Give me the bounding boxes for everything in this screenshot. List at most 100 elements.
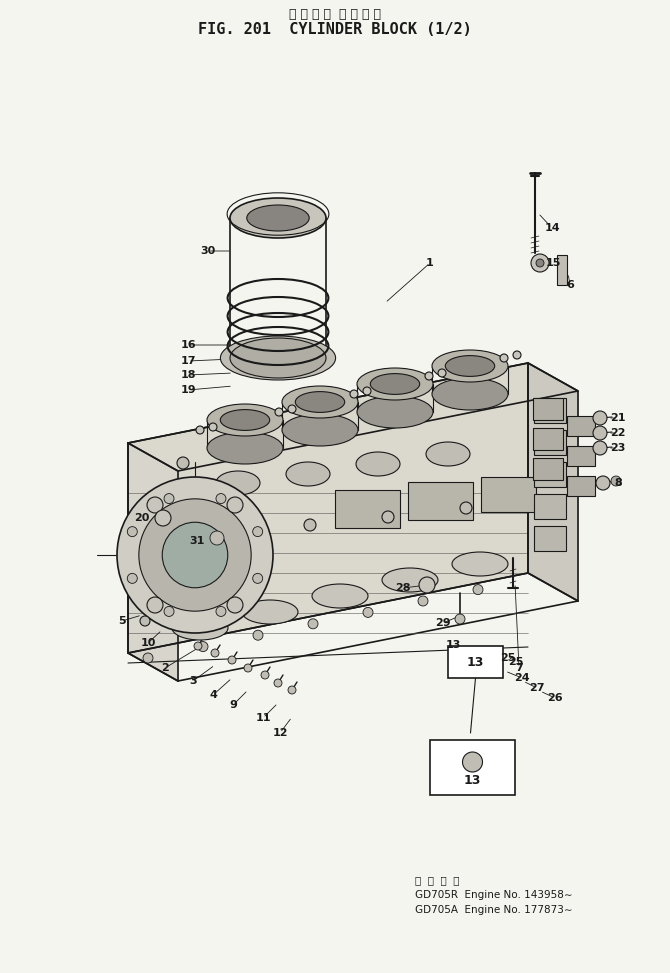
Text: 21: 21	[610, 413, 626, 423]
Ellipse shape	[432, 378, 508, 410]
Circle shape	[261, 671, 269, 679]
Circle shape	[438, 369, 446, 377]
Circle shape	[473, 585, 483, 595]
Text: 22: 22	[610, 428, 626, 438]
Text: 24: 24	[514, 673, 530, 683]
Circle shape	[363, 607, 373, 618]
Circle shape	[127, 526, 137, 537]
Ellipse shape	[207, 404, 283, 436]
Circle shape	[164, 493, 174, 504]
Polygon shape	[528, 363, 578, 601]
Ellipse shape	[382, 568, 438, 592]
Circle shape	[177, 480, 189, 492]
Polygon shape	[128, 363, 578, 471]
Text: 13: 13	[464, 774, 481, 787]
Circle shape	[147, 597, 163, 613]
Circle shape	[198, 641, 208, 652]
Circle shape	[177, 457, 189, 469]
Text: シ リ ン ダ  ブ ロ ッ ク: シ リ ン ダ ブ ロ ッ ク	[289, 9, 381, 21]
Ellipse shape	[295, 391, 344, 413]
Text: 1: 1	[426, 258, 434, 268]
Circle shape	[194, 642, 202, 650]
Circle shape	[196, 426, 204, 434]
Text: 17: 17	[180, 356, 196, 366]
Text: 16: 16	[180, 340, 196, 350]
Circle shape	[216, 606, 226, 617]
Text: 6: 6	[566, 280, 574, 290]
Bar	[567, 416, 595, 436]
Text: 18: 18	[180, 370, 196, 380]
Text: 29: 29	[436, 618, 451, 628]
Circle shape	[596, 476, 610, 490]
Ellipse shape	[220, 336, 336, 380]
Text: 4: 4	[209, 690, 217, 700]
Text: GD705A  Engine No. 177873∼: GD705A Engine No. 177873∼	[415, 905, 573, 915]
Polygon shape	[128, 363, 528, 653]
Text: 13: 13	[446, 640, 461, 650]
Text: 25: 25	[500, 653, 516, 663]
Ellipse shape	[207, 432, 283, 464]
Circle shape	[500, 354, 508, 362]
Text: 適  用  号  機: 適 用 号 機	[415, 875, 460, 885]
Text: 28: 28	[395, 583, 411, 593]
Text: 10: 10	[140, 638, 155, 648]
Text: 11: 11	[255, 713, 271, 723]
Text: FIG. 201  CYLINDER BLOCK (1/2): FIG. 201 CYLINDER BLOCK (1/2)	[198, 22, 472, 38]
Circle shape	[363, 387, 371, 395]
Circle shape	[227, 497, 243, 513]
Circle shape	[162, 523, 228, 588]
Text: 27: 27	[529, 683, 545, 693]
Circle shape	[593, 426, 607, 440]
Circle shape	[155, 510, 171, 526]
Bar	[534, 494, 566, 519]
Bar	[533, 398, 563, 420]
Bar	[534, 462, 566, 487]
Circle shape	[253, 631, 263, 640]
Text: 12: 12	[272, 728, 287, 738]
Bar	[557, 255, 567, 285]
Bar	[567, 446, 595, 466]
Ellipse shape	[452, 552, 508, 576]
Circle shape	[253, 573, 263, 584]
Circle shape	[418, 596, 428, 606]
Ellipse shape	[230, 338, 326, 378]
Text: 8: 8	[614, 478, 622, 488]
Circle shape	[227, 597, 243, 613]
Ellipse shape	[247, 205, 309, 231]
Circle shape	[253, 526, 263, 537]
Circle shape	[244, 664, 252, 672]
Ellipse shape	[242, 600, 298, 624]
Circle shape	[216, 493, 226, 504]
Text: 23: 23	[610, 443, 626, 453]
Circle shape	[177, 502, 189, 514]
Text: 3: 3	[189, 676, 197, 686]
Bar	[567, 476, 595, 496]
Bar	[533, 458, 563, 480]
Circle shape	[460, 502, 472, 514]
Ellipse shape	[446, 355, 494, 377]
Ellipse shape	[357, 396, 433, 428]
Bar	[335, 490, 400, 528]
Circle shape	[513, 351, 521, 359]
Bar	[534, 526, 566, 551]
Ellipse shape	[282, 386, 358, 418]
Text: 5: 5	[118, 616, 126, 626]
Ellipse shape	[432, 350, 508, 382]
Circle shape	[275, 408, 283, 416]
Ellipse shape	[220, 410, 270, 430]
Circle shape	[425, 372, 433, 380]
Text: 31: 31	[190, 536, 205, 546]
Ellipse shape	[282, 414, 358, 446]
Text: 20: 20	[134, 513, 149, 523]
Circle shape	[419, 577, 435, 593]
Ellipse shape	[230, 198, 326, 238]
Text: GD705R  Engine No. 143958∼: GD705R Engine No. 143958∼	[415, 890, 573, 900]
Circle shape	[593, 441, 607, 455]
Ellipse shape	[426, 442, 470, 466]
Bar	[430, 740, 515, 795]
Circle shape	[308, 619, 318, 629]
Circle shape	[140, 616, 150, 626]
Ellipse shape	[371, 374, 419, 394]
Ellipse shape	[172, 616, 228, 640]
Circle shape	[611, 476, 621, 486]
